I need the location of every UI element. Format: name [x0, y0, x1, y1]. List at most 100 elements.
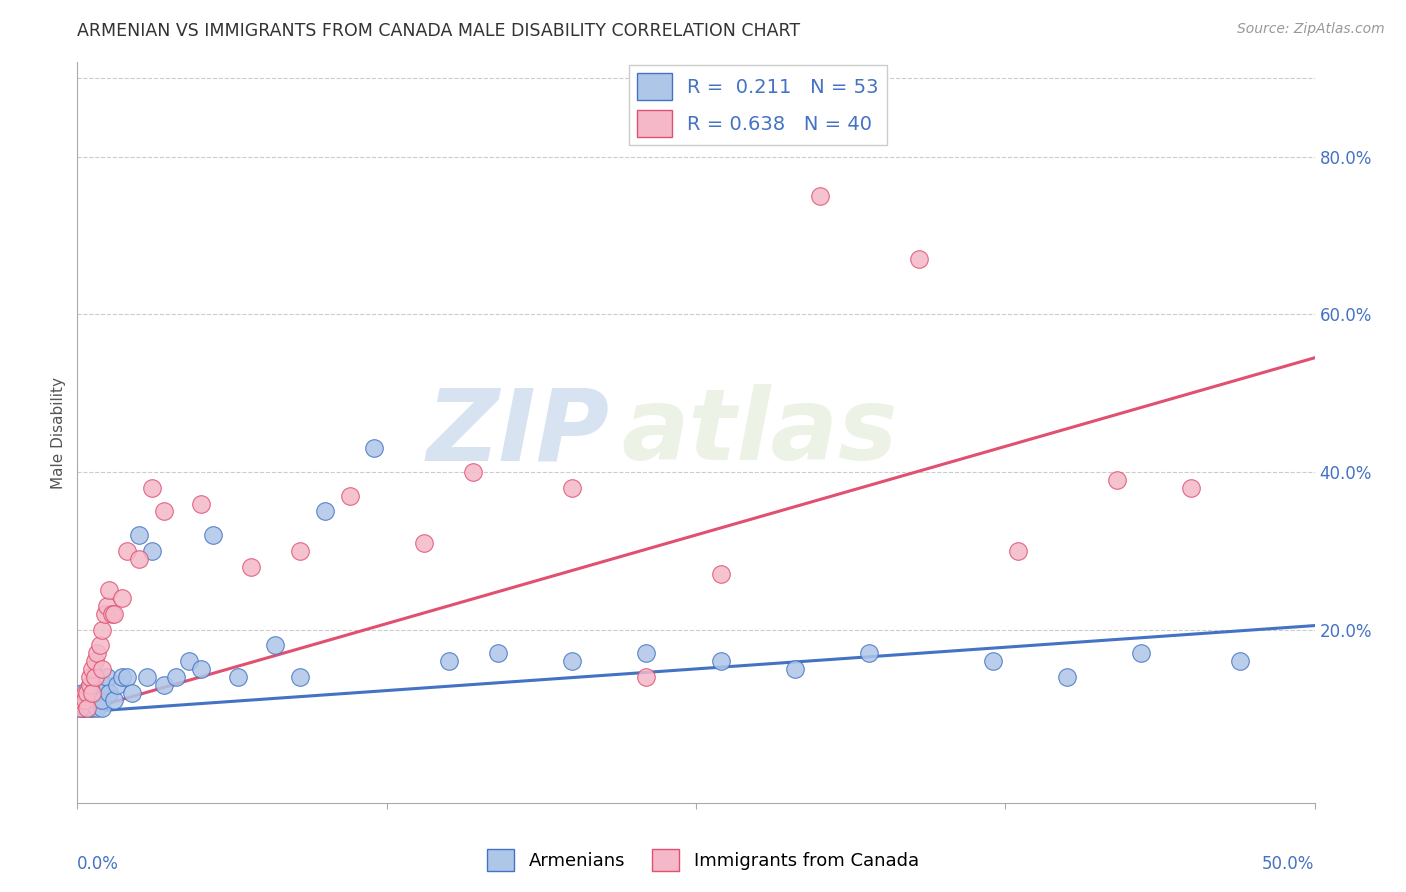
Point: [73, 693, 96, 707]
Point: [981, 654, 1004, 668]
Point: [1180, 481, 1202, 495]
Point: [72, 693, 94, 707]
Legend: Armenians, Immigrants from Canada: Armenians, Immigrants from Canada: [479, 842, 927, 879]
Point: [202, 528, 225, 542]
Point: [141, 543, 163, 558]
Point: [907, 252, 929, 267]
Point: [103, 607, 125, 621]
Point: [561, 481, 583, 495]
Text: ARMENIAN VS IMMIGRANTS FROM CANADA MALE DISABILITY CORRELATION CHART: ARMENIAN VS IMMIGRANTS FROM CANADA MALE …: [77, 22, 800, 40]
Point: [91, 701, 114, 715]
Point: [710, 654, 733, 668]
Point: [69, 693, 91, 707]
Point: [115, 670, 138, 684]
Point: [165, 670, 187, 684]
Point: [1105, 473, 1128, 487]
Point: [412, 536, 434, 550]
Point: [79, 678, 101, 692]
Point: [288, 543, 311, 558]
Point: [82, 685, 104, 699]
Text: atlas: atlas: [621, 384, 898, 481]
Point: [463, 465, 485, 479]
Point: [91, 623, 114, 637]
Point: [115, 543, 138, 558]
Point: [83, 670, 105, 684]
Point: [363, 442, 385, 456]
Y-axis label: Male Disability: Male Disability: [51, 376, 66, 489]
Point: [83, 678, 105, 692]
Point: [101, 607, 124, 621]
Point: [190, 662, 212, 676]
Point: [73, 685, 96, 699]
Text: 50.0%: 50.0%: [1263, 855, 1315, 872]
Point: [636, 646, 658, 660]
Point: [79, 693, 101, 707]
Point: [339, 489, 361, 503]
Point: [858, 646, 880, 660]
Point: [76, 685, 98, 699]
Point: [1056, 670, 1078, 684]
Point: [177, 654, 200, 668]
Point: [86, 701, 108, 715]
Point: [86, 685, 108, 699]
Point: [69, 701, 91, 715]
Point: [73, 693, 96, 707]
Point: [141, 481, 163, 495]
Point: [82, 662, 104, 676]
Point: [808, 189, 831, 203]
Point: [96, 670, 118, 684]
Point: [79, 701, 101, 715]
Text: ZIP: ZIP: [426, 384, 609, 481]
Point: [98, 583, 121, 598]
Point: [91, 693, 114, 707]
Point: [288, 670, 311, 684]
Point: [239, 559, 262, 574]
Point: [190, 496, 212, 510]
Point: [636, 670, 658, 684]
Point: [264, 638, 287, 652]
Point: [69, 701, 91, 715]
Point: [128, 551, 150, 566]
Point: [561, 654, 583, 668]
Point: [76, 685, 98, 699]
Point: [93, 678, 115, 692]
Point: [1130, 646, 1153, 660]
Point: [73, 701, 96, 715]
Point: [783, 662, 806, 676]
Point: [83, 693, 105, 707]
Point: [314, 504, 336, 518]
Point: [93, 607, 115, 621]
Text: 0.0%: 0.0%: [77, 855, 120, 872]
Legend: R =  0.211   N = 53, R = 0.638   N = 40: R = 0.211 N = 53, R = 0.638 N = 40: [628, 65, 887, 145]
Point: [89, 638, 111, 652]
Point: [710, 567, 733, 582]
Point: [79, 678, 101, 692]
Point: [111, 670, 134, 684]
Point: [135, 670, 157, 684]
Point: [486, 646, 509, 660]
Point: [1007, 543, 1029, 558]
Point: [98, 685, 121, 699]
Point: [96, 599, 118, 613]
Point: [89, 693, 111, 707]
Point: [89, 685, 111, 699]
Point: [72, 701, 94, 715]
Point: [76, 701, 98, 715]
Point: [91, 662, 114, 676]
Point: [103, 693, 125, 707]
Point: [83, 654, 105, 668]
Point: [82, 701, 104, 715]
Point: [111, 591, 134, 605]
Point: [128, 528, 150, 542]
Point: [79, 670, 101, 684]
Point: [76, 693, 98, 707]
Point: [86, 646, 108, 660]
Point: [121, 685, 143, 699]
Point: [153, 678, 176, 692]
Point: [437, 654, 460, 668]
Point: [226, 670, 249, 684]
Point: [105, 678, 128, 692]
Point: [82, 685, 104, 699]
Point: [153, 504, 176, 518]
Point: [1229, 654, 1251, 668]
